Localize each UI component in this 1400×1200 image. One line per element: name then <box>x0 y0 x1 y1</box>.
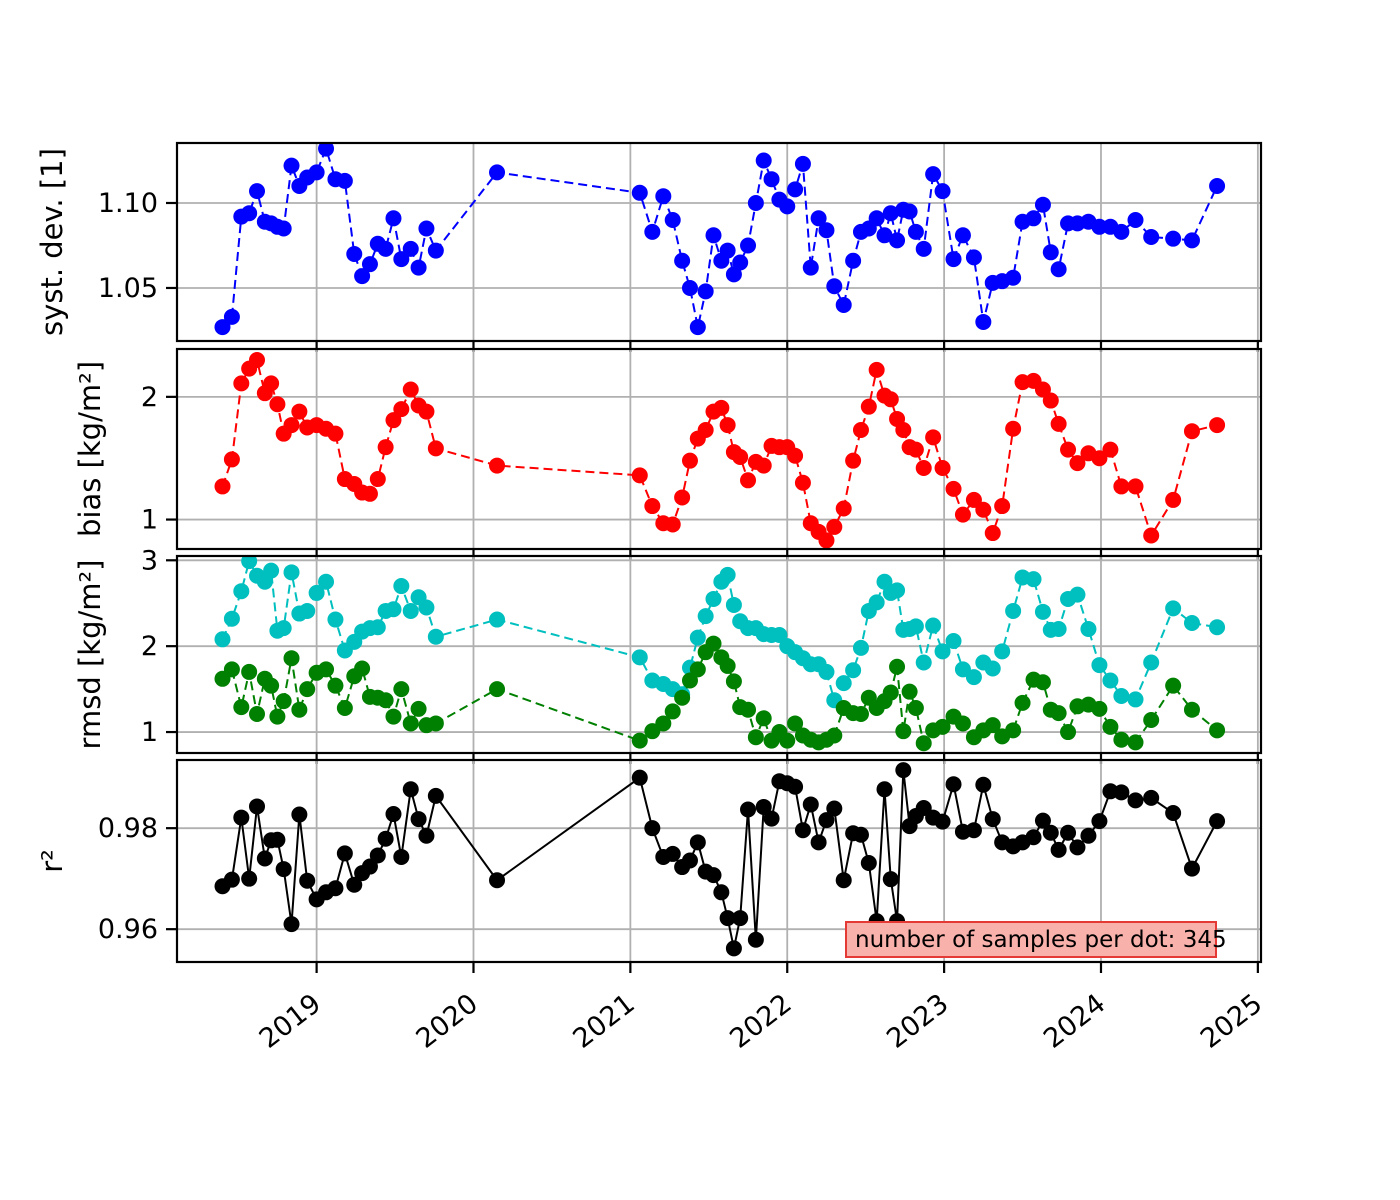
xtick-label: 2025 <box>1195 988 1268 1055</box>
panel-border <box>175 141 1263 343</box>
ytick-label-systdev: 1.10 <box>98 188 158 219</box>
ylabel-r2: r² <box>35 849 69 873</box>
xtick-label: 2023 <box>881 988 954 1055</box>
rmsd-cyan-markers <box>214 556 1226 709</box>
xtick-label: 2019 <box>254 988 327 1055</box>
panel-r2: 0.96 0.98 r² 2019 2020 2021 2022 2023 2024 2025 <box>35 758 1268 1055</box>
xtick-label: 2021 <box>567 988 640 1055</box>
series-r-squared <box>214 762 1226 957</box>
panel-bias: 1 2 bias [kg/m²] <box>73 347 1263 560</box>
ytick-label-systdev: 1.05 <box>98 273 158 304</box>
panel-rmsd: 1 2 3 rmsd [kg/m²] <box>73 545 1263 764</box>
ytick-label-bias: 1 <box>141 505 158 536</box>
ytick-label-rmsd: 2 <box>141 631 158 662</box>
syst-dev-markers <box>214 143 1226 336</box>
series-syst-dev <box>214 143 1226 336</box>
series-bias <box>214 352 1226 549</box>
bias-markers <box>214 352 1226 549</box>
ytick-label-rmsd: 1 <box>141 717 158 748</box>
ylabel-rmsd: rmsd [kg/m²] <box>73 560 107 750</box>
xtick-label: 2024 <box>1038 988 1111 1055</box>
panel-border <box>175 347 1263 551</box>
xtick-label: 2022 <box>724 988 797 1055</box>
panel-border <box>175 554 1263 755</box>
ytick-label-rmsd: 3 <box>141 545 158 576</box>
xtick-label: 2020 <box>411 988 484 1055</box>
ytick-label-r2: 0.98 <box>98 813 158 844</box>
panel-border <box>175 758 1263 964</box>
panel-systdev: 1.05 1.10 syst. dev. [1] <box>35 141 1263 352</box>
samples-per-dot-annotation: number of samples per dot: 345 <box>845 921 1227 958</box>
ytick-label-bias: 2 <box>141 382 158 413</box>
ylabel-bias: bias [kg/m²] <box>73 361 107 537</box>
ytick-label-r2: 0.96 <box>98 914 158 945</box>
series-rmsd-green <box>214 635 1226 752</box>
rmsd-green-markers <box>214 635 1226 752</box>
ylabel-systdev: syst. dev. [1] <box>35 148 69 336</box>
series-rmsd-cyan <box>214 556 1226 709</box>
r-squared-markers <box>214 762 1226 957</box>
